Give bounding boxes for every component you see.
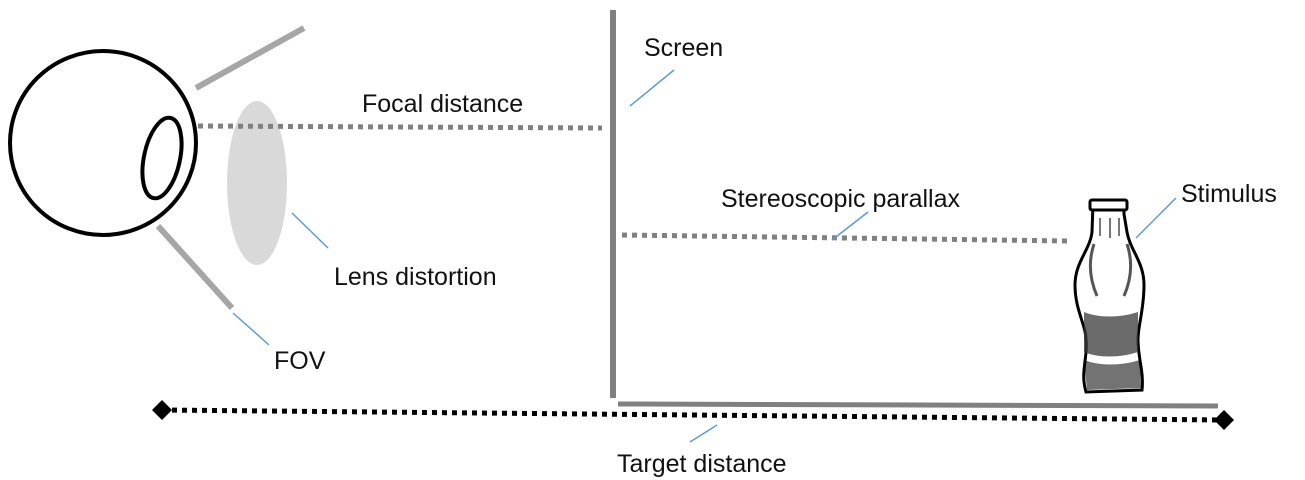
eye: [8, 49, 198, 237]
pupil: [140, 115, 184, 201]
label-target-distance: Target distance: [617, 450, 787, 478]
fov-line-lower: [155, 223, 235, 311]
label-focal-distance: Focal distance: [362, 90, 523, 118]
leader-fov: [232, 312, 270, 346]
target-distance-line: [161, 407, 1223, 423]
diamond-marker-right: [1214, 410, 1234, 430]
label-stereoscopic-parallax: Stereoscopic parallax: [721, 185, 961, 213]
leader-stimulus: [1135, 197, 1177, 239]
diamond-marker-left: [152, 400, 172, 420]
fov-line-upper: [194, 25, 306, 91]
label-lens-distortion: Lens distortion: [334, 263, 497, 291]
floor-line: [617, 401, 1219, 409]
focal-distance-line: [197, 123, 603, 131]
lens: [227, 101, 287, 265]
leader-stereoscopic-parallax: [831, 211, 869, 241]
bottle-icon: [1073, 198, 1146, 394]
stereoscopic-parallax-line: [621, 232, 1071, 244]
label-stimulus: Stimulus: [1181, 180, 1277, 208]
label-fov: FOV: [274, 347, 326, 375]
leader-screen: [629, 69, 675, 107]
leader-lens-distortion: [291, 212, 329, 249]
label-screen: Screen: [644, 34, 723, 62]
leader-target-distance: [689, 424, 718, 443]
